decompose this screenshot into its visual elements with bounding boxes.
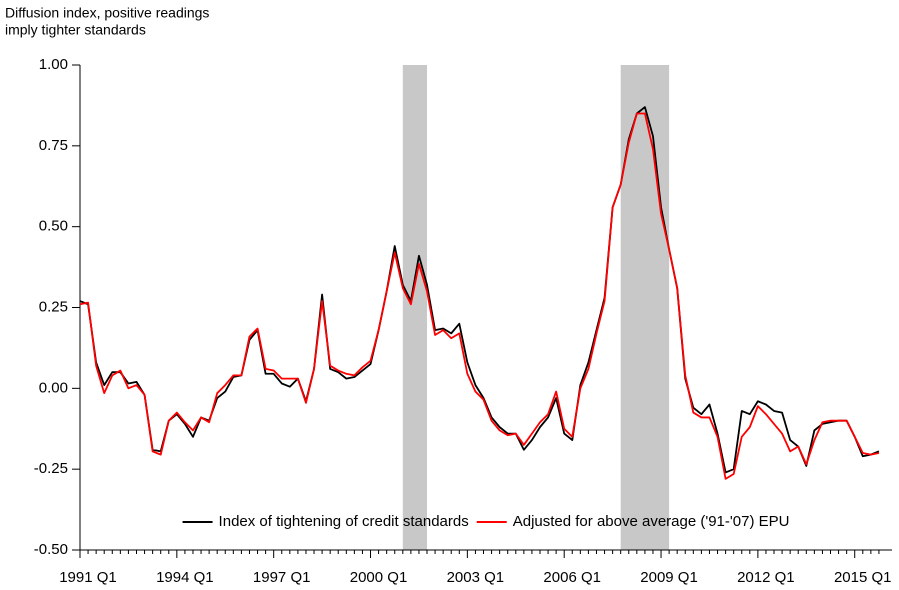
x-tick-label: 2015 Q1 (834, 569, 892, 586)
x-tick-label: 2006 Q1 (543, 569, 601, 586)
y-tick-label: 0.50 (39, 218, 68, 235)
y-tick-label: 1.00 (39, 56, 68, 73)
legend: Index of tightening of credit standards A… (182, 513, 790, 530)
recession-band (620, 65, 670, 550)
x-tick-label: 2000 Q1 (350, 569, 408, 586)
series-line (79, 106, 880, 474)
y-axis-label: Diffusion index, positive readings (5, 5, 209, 21)
y-tick-label: 0.25 (39, 298, 68, 315)
x-tick-label: 2009 Q1 (640, 569, 698, 586)
legend-label: Index of tightening of credit standards (219, 513, 469, 530)
y-tick-label: -0.50 (34, 541, 68, 558)
y-tick-label: 0.75 (39, 137, 68, 154)
x-tick-label: 1997 Q1 (253, 569, 311, 586)
recession-band (402, 65, 428, 550)
x-tick-label: 2012 Q1 (737, 569, 795, 586)
legend-label: Adjusted for above average ('91-'07) EPU (513, 513, 790, 530)
x-tick-label: 1991 Q1 (59, 569, 117, 586)
series-line (79, 112, 880, 480)
y-tick-label: 0.00 (39, 379, 68, 396)
x-tick-label: 1994 Q1 (156, 569, 214, 586)
y-tick-label: -0.25 (34, 460, 68, 477)
y-axis-label: imply tighter standards (5, 22, 146, 38)
x-tick-label: 2003 Q1 (447, 569, 505, 586)
